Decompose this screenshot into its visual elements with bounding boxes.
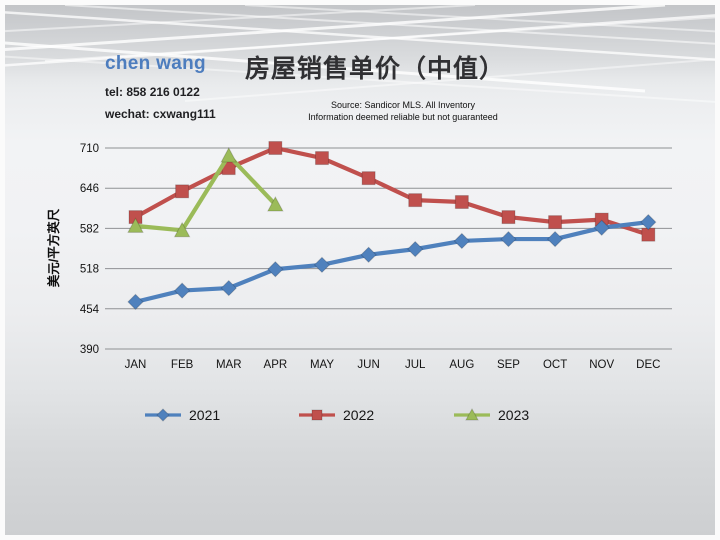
legend-shape-2022: [311, 409, 323, 421]
y-tick-label: 710: [80, 143, 99, 155]
legend: 2021 2022 2023: [5, 401, 715, 429]
data-marker-2021: [267, 261, 284, 278]
data-marker-2021: [360, 246, 377, 263]
source-line-2: Information deemed reliable but not guar…: [308, 111, 498, 122]
x-tick-label: SEP: [497, 359, 520, 371]
legend-label-2022: 2022: [343, 407, 375, 423]
x-tick-label: JAN: [125, 359, 147, 371]
legend-item-2021: 2021: [143, 401, 220, 429]
data-marker-2023: [173, 221, 191, 238]
data-marker-2021: [313, 256, 331, 274]
y-tick-label: 646: [80, 183, 99, 195]
data-marker-2021: [453, 232, 471, 250]
x-tick-label: JUL: [405, 359, 426, 371]
y-tick-label: 454: [80, 304, 100, 316]
legend-marker-2021-diamond-icon: [145, 408, 181, 422]
top-decorative-pattern: [5, 5, 715, 103]
agent-tel: tel: 858 216 0122: [105, 85, 200, 99]
source-line-1: Source: Sandicor MLS. All Inventory: [330, 100, 476, 110]
y-tick-label: 518: [80, 264, 99, 276]
agent-name: chen wang: [105, 53, 206, 74]
data-marker-2021: [173, 282, 191, 299]
data-marker-2022: [548, 215, 563, 230]
data-marker-2021: [127, 293, 144, 311]
data-marker-2022: [314, 151, 329, 166]
data-marker-2021: [546, 230, 564, 248]
x-tick-label: MAY: [310, 359, 334, 371]
series-line-2023: [133, 153, 278, 233]
legend-shape-2021: [156, 408, 170, 422]
y-tick-label: 390: [80, 344, 99, 356]
x-tick-label: AUG: [449, 359, 474, 371]
data-marker-2023: [267, 195, 284, 212]
data-marker-2023: [220, 146, 238, 163]
data-marker-2021: [407, 240, 424, 258]
source-note: Source: Sandicor MLS. All Inventory Info…: [253, 100, 553, 123]
legend-shape-2023: [465, 407, 479, 421]
data-marker-2021: [640, 213, 657, 231]
data-marker-2022: [501, 210, 516, 225]
data-marker-2023: [127, 217, 144, 233]
data-marker-2022: [268, 141, 283, 155]
series-line-2021: [133, 220, 651, 304]
x-tick-label: APR: [264, 359, 288, 371]
legend-label-2023: 2023: [498, 407, 530, 423]
data-marker-2022: [175, 184, 190, 199]
x-tick-label: NOV: [589, 359, 614, 371]
legend-label-2021: 2021: [189, 407, 221, 423]
data-marker-2021: [220, 279, 237, 297]
x-tick-label: JUN: [357, 359, 379, 371]
legend-marker-2022-square-icon: [299, 409, 335, 421]
legend-item-2023: 2023: [452, 401, 529, 429]
data-marker-2021: [500, 230, 517, 248]
price-chart: 390 454 518 582 646 710 JAN FEB MAR APR MAY JUN JUL A…: [46, 141, 672, 371]
series-line-2022: [133, 145, 651, 237]
agent-wechat: wechat: cxwang111: [105, 107, 216, 121]
data-marker-2022: [454, 195, 469, 210]
legend-marker-2023-triangle-icon: [454, 407, 490, 421]
x-tick-label: MAR: [216, 359, 242, 371]
page-title: 房屋销售单价（中值）: [245, 55, 506, 83]
x-tick-label: FEB: [171, 359, 194, 371]
y-axis-title: 美元/平方英尺: [46, 208, 61, 287]
data-marker-2022: [408, 193, 423, 208]
x-tick-label: OCT: [543, 359, 567, 371]
legend-item-2022: 2022: [297, 401, 374, 429]
data-marker-2022: [361, 171, 376, 186]
y-tick-label: 582: [80, 223, 99, 235]
data-marker-2021: [593, 219, 610, 236]
x-tick-label: DEC: [636, 359, 660, 371]
